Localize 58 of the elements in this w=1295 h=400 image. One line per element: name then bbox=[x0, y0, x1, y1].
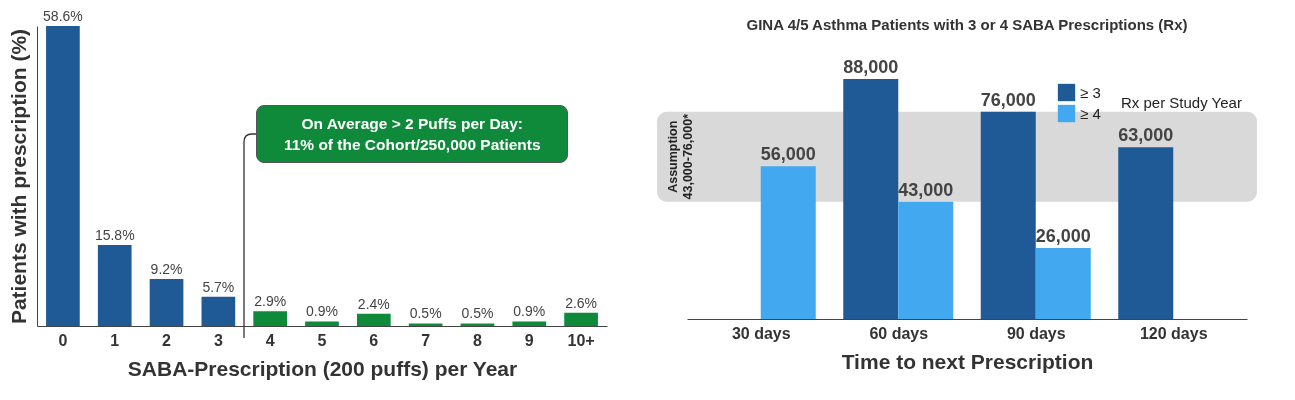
data-label: 0.9% bbox=[306, 303, 338, 320]
bar bbox=[149, 278, 184, 326]
callout-box: On Average > 2 Puffs per Day: 11% of the Cohort/250,000 Patients bbox=[256, 105, 569, 163]
x-axis-title: Time to next Prescription bbox=[841, 349, 1094, 373]
legend-label: ≥ 3 bbox=[1080, 83, 1101, 101]
legend-title: Rx per Study Year bbox=[1121, 94, 1242, 111]
bar bbox=[1118, 147, 1174, 319]
x-tick-label: 5 bbox=[317, 331, 327, 349]
bar bbox=[408, 323, 443, 326]
data-label: 58.6% bbox=[43, 8, 83, 24]
chart-title: GINA 4/5 Asthma Patients with 3 or 4 SABA Prescriptions (Rx) bbox=[746, 16, 1188, 33]
data-label: 63,000 bbox=[1118, 125, 1174, 146]
bar bbox=[1035, 248, 1091, 319]
x-tick-label: 10+ bbox=[567, 331, 595, 349]
x-tick-label: 9 bbox=[524, 331, 534, 349]
data-label: 5.7% bbox=[202, 278, 235, 295]
bar bbox=[898, 201, 954, 319]
data-label: 56,000 bbox=[760, 144, 816, 165]
data-label: 2.4% bbox=[357, 295, 390, 312]
data-label: 2.9% bbox=[254, 293, 287, 310]
bar bbox=[305, 321, 339, 326]
data-label: 15.8% bbox=[94, 227, 135, 244]
bar bbox=[253, 311, 288, 326]
x-tick-label: 1 bbox=[110, 331, 120, 349]
x-tick-label: 60 days bbox=[869, 324, 929, 342]
x-tick-label: 2 bbox=[162, 331, 172, 349]
x-tick-label: 4 bbox=[265, 331, 275, 349]
x-axis-title: SABA-Prescription (200 puffs) per Year bbox=[127, 356, 518, 380]
bar bbox=[843, 79, 899, 319]
x-tick-label: 0 bbox=[58, 331, 68, 349]
legend-label: ≥ 4 bbox=[1080, 104, 1101, 122]
data-label: 88,000 bbox=[843, 57, 899, 77]
x-tick-label: 3 bbox=[213, 331, 223, 349]
data-label: 0.5% bbox=[461, 305, 494, 322]
bar bbox=[512, 321, 547, 326]
data-label: 2.6% bbox=[565, 294, 598, 311]
data-label: 9.2% bbox=[150, 260, 183, 277]
bar bbox=[460, 323, 495, 326]
data-label: 0.5% bbox=[409, 305, 442, 322]
x-tick-label: 6 bbox=[369, 331, 379, 349]
bar bbox=[980, 111, 1036, 319]
y-axis-title: Patients with prescription (%) bbox=[6, 28, 30, 325]
bar bbox=[356, 313, 391, 326]
x-tick-label: 90 days bbox=[1006, 324, 1066, 342]
bar bbox=[760, 166, 816, 319]
bar bbox=[201, 296, 236, 326]
data-label: 76,000 bbox=[980, 89, 1036, 110]
data-label: 26,000 bbox=[1035, 226, 1091, 247]
x-tick-label: 7 bbox=[421, 331, 431, 349]
x-tick-label: 8 bbox=[473, 331, 482, 349]
band-label: Assumption 43,000-76,000* bbox=[666, 113, 695, 200]
x-tick-label: 120 days bbox=[1139, 324, 1208, 342]
data-label: 43,000 bbox=[898, 179, 954, 200]
bar bbox=[564, 312, 598, 326]
x-tick-label: 30 days bbox=[731, 324, 791, 342]
bar bbox=[46, 26, 80, 326]
data-label: 0.9% bbox=[513, 303, 546, 320]
bar bbox=[97, 245, 132, 326]
